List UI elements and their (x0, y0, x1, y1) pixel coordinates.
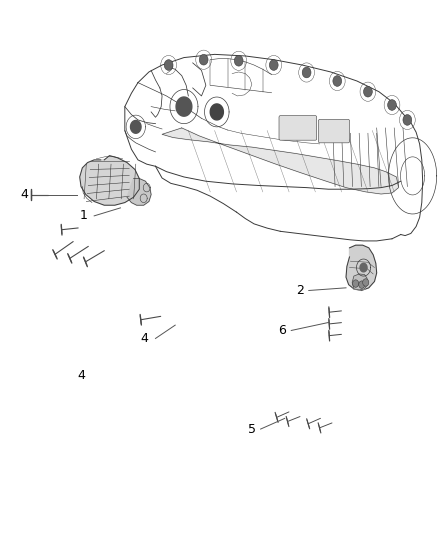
Polygon shape (131, 120, 141, 133)
Circle shape (359, 281, 365, 288)
Polygon shape (80, 156, 139, 205)
Polygon shape (162, 128, 399, 194)
Text: 4: 4 (141, 332, 148, 345)
Circle shape (269, 60, 278, 70)
Text: 4: 4 (77, 369, 85, 382)
Circle shape (353, 280, 359, 287)
Polygon shape (360, 263, 367, 272)
Polygon shape (127, 179, 151, 205)
Circle shape (302, 67, 311, 78)
FancyBboxPatch shape (279, 116, 317, 140)
Polygon shape (346, 245, 377, 290)
Text: 2: 2 (296, 284, 304, 297)
FancyBboxPatch shape (318, 119, 350, 143)
Polygon shape (210, 104, 223, 120)
Circle shape (363, 279, 369, 286)
Circle shape (164, 60, 173, 70)
Circle shape (234, 55, 243, 66)
Text: 6: 6 (279, 324, 286, 337)
Text: 5: 5 (248, 423, 256, 435)
Polygon shape (352, 274, 367, 290)
Circle shape (403, 115, 412, 125)
Polygon shape (176, 97, 192, 116)
Circle shape (388, 100, 396, 110)
Circle shape (199, 54, 208, 65)
Text: 4: 4 (20, 188, 28, 201)
Circle shape (333, 76, 342, 86)
Circle shape (364, 86, 372, 97)
Text: 1: 1 (79, 209, 87, 222)
